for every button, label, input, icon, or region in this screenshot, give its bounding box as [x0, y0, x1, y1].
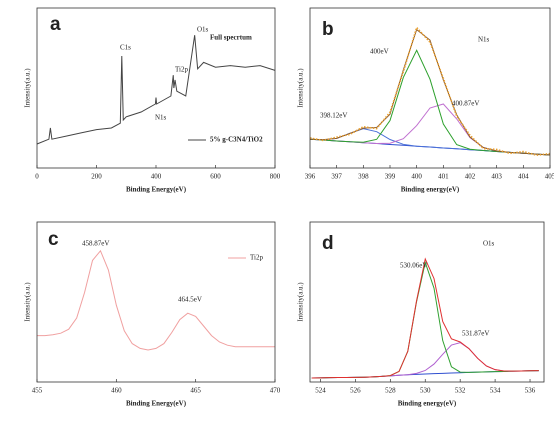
x-axis-label: Binding Energy(eV): [126, 186, 187, 194]
x-tick-label: 460: [111, 387, 122, 395]
x-tick-label: 200: [91, 173, 102, 181]
annotation: O1s: [197, 26, 209, 34]
x-tick-label: 403: [491, 173, 502, 181]
annotation: Ti2p: [175, 66, 188, 74]
x-tick-label: 465: [190, 387, 201, 395]
annotation: 458.87eV: [82, 240, 109, 248]
x-tick-label: 524: [315, 387, 326, 395]
plot-frame: [36, 221, 276, 383]
spectrum-line: [311, 260, 539, 379]
annotation: N1s: [155, 114, 167, 122]
x-tick-label: 399: [385, 173, 396, 181]
plot-frame: [309, 7, 551, 169]
panel-label: a: [50, 14, 61, 35]
spectrum-line: [309, 28, 551, 156]
annotation: 530.06eV: [400, 262, 427, 270]
spectrum-line: [309, 49, 551, 156]
x-tick-label: 396: [305, 173, 316, 181]
annotation: 400.87eV: [452, 100, 479, 108]
y-axis-label: Intensity(a.u.): [297, 68, 305, 108]
x-tick-label: 398: [358, 173, 369, 181]
spectrum-line: [36, 35, 276, 145]
annotation: 464.5eV: [178, 296, 202, 304]
annotation: Full specrtum: [210, 34, 252, 42]
annotation: N1s: [478, 36, 490, 44]
annotation: 400eV: [370, 48, 389, 56]
x-tick-label: 400: [151, 173, 162, 181]
x-tick-label: 405: [545, 173, 554, 181]
x-tick-label: 600: [210, 173, 221, 181]
x-tick-label: 397: [331, 173, 342, 181]
x-tick-label: 534: [490, 387, 501, 395]
annotation: 398.12eV: [320, 112, 347, 120]
y-axis-label: Intensity(a.u.): [297, 282, 305, 322]
plot-frame: [309, 221, 545, 383]
spectrum-line: [37, 249, 275, 351]
annotation: 531.87eV: [462, 330, 489, 338]
x-tick-label: 536: [525, 387, 536, 395]
spectrum-line: [311, 342, 539, 379]
x-tick-label: 400: [411, 173, 422, 181]
spectrum-line: [311, 257, 539, 379]
x-tick-label: 455: [32, 387, 43, 395]
legend-label: 5% g-C3N4/TiO2: [210, 136, 263, 144]
x-tick-label: 528: [385, 387, 396, 395]
panel-label: d: [322, 233, 334, 254]
x-tick-label: 470: [270, 387, 281, 395]
y-axis-label: Intensity(a.u.): [24, 68, 32, 108]
y-axis-label: Intensity(a.u.): [24, 282, 32, 322]
spectrum-line: [309, 25, 551, 157]
x-tick-label: 0: [35, 173, 39, 181]
x-axis-label: Binding energy(eV): [398, 400, 457, 408]
x-tick-label: 404: [518, 173, 529, 181]
x-axis-label: Binding Energy(eV): [126, 400, 187, 408]
x-tick-label: 800: [270, 173, 281, 181]
x-tick-label: 402: [465, 173, 476, 181]
x-tick-label: 401: [438, 173, 449, 181]
legend-label: Ti2p: [250, 254, 263, 262]
x-tick-label: 526: [350, 387, 361, 395]
annotation: C1s: [120, 44, 131, 52]
x-axis-label: Binding energy(eV): [401, 186, 460, 194]
annotation: O1s: [483, 240, 495, 248]
plot-frame: [36, 7, 276, 169]
panel-label: b: [322, 19, 334, 40]
x-tick-label: 530: [420, 387, 431, 395]
x-tick-label: 532: [455, 387, 466, 395]
panel-label: c: [48, 229, 59, 250]
